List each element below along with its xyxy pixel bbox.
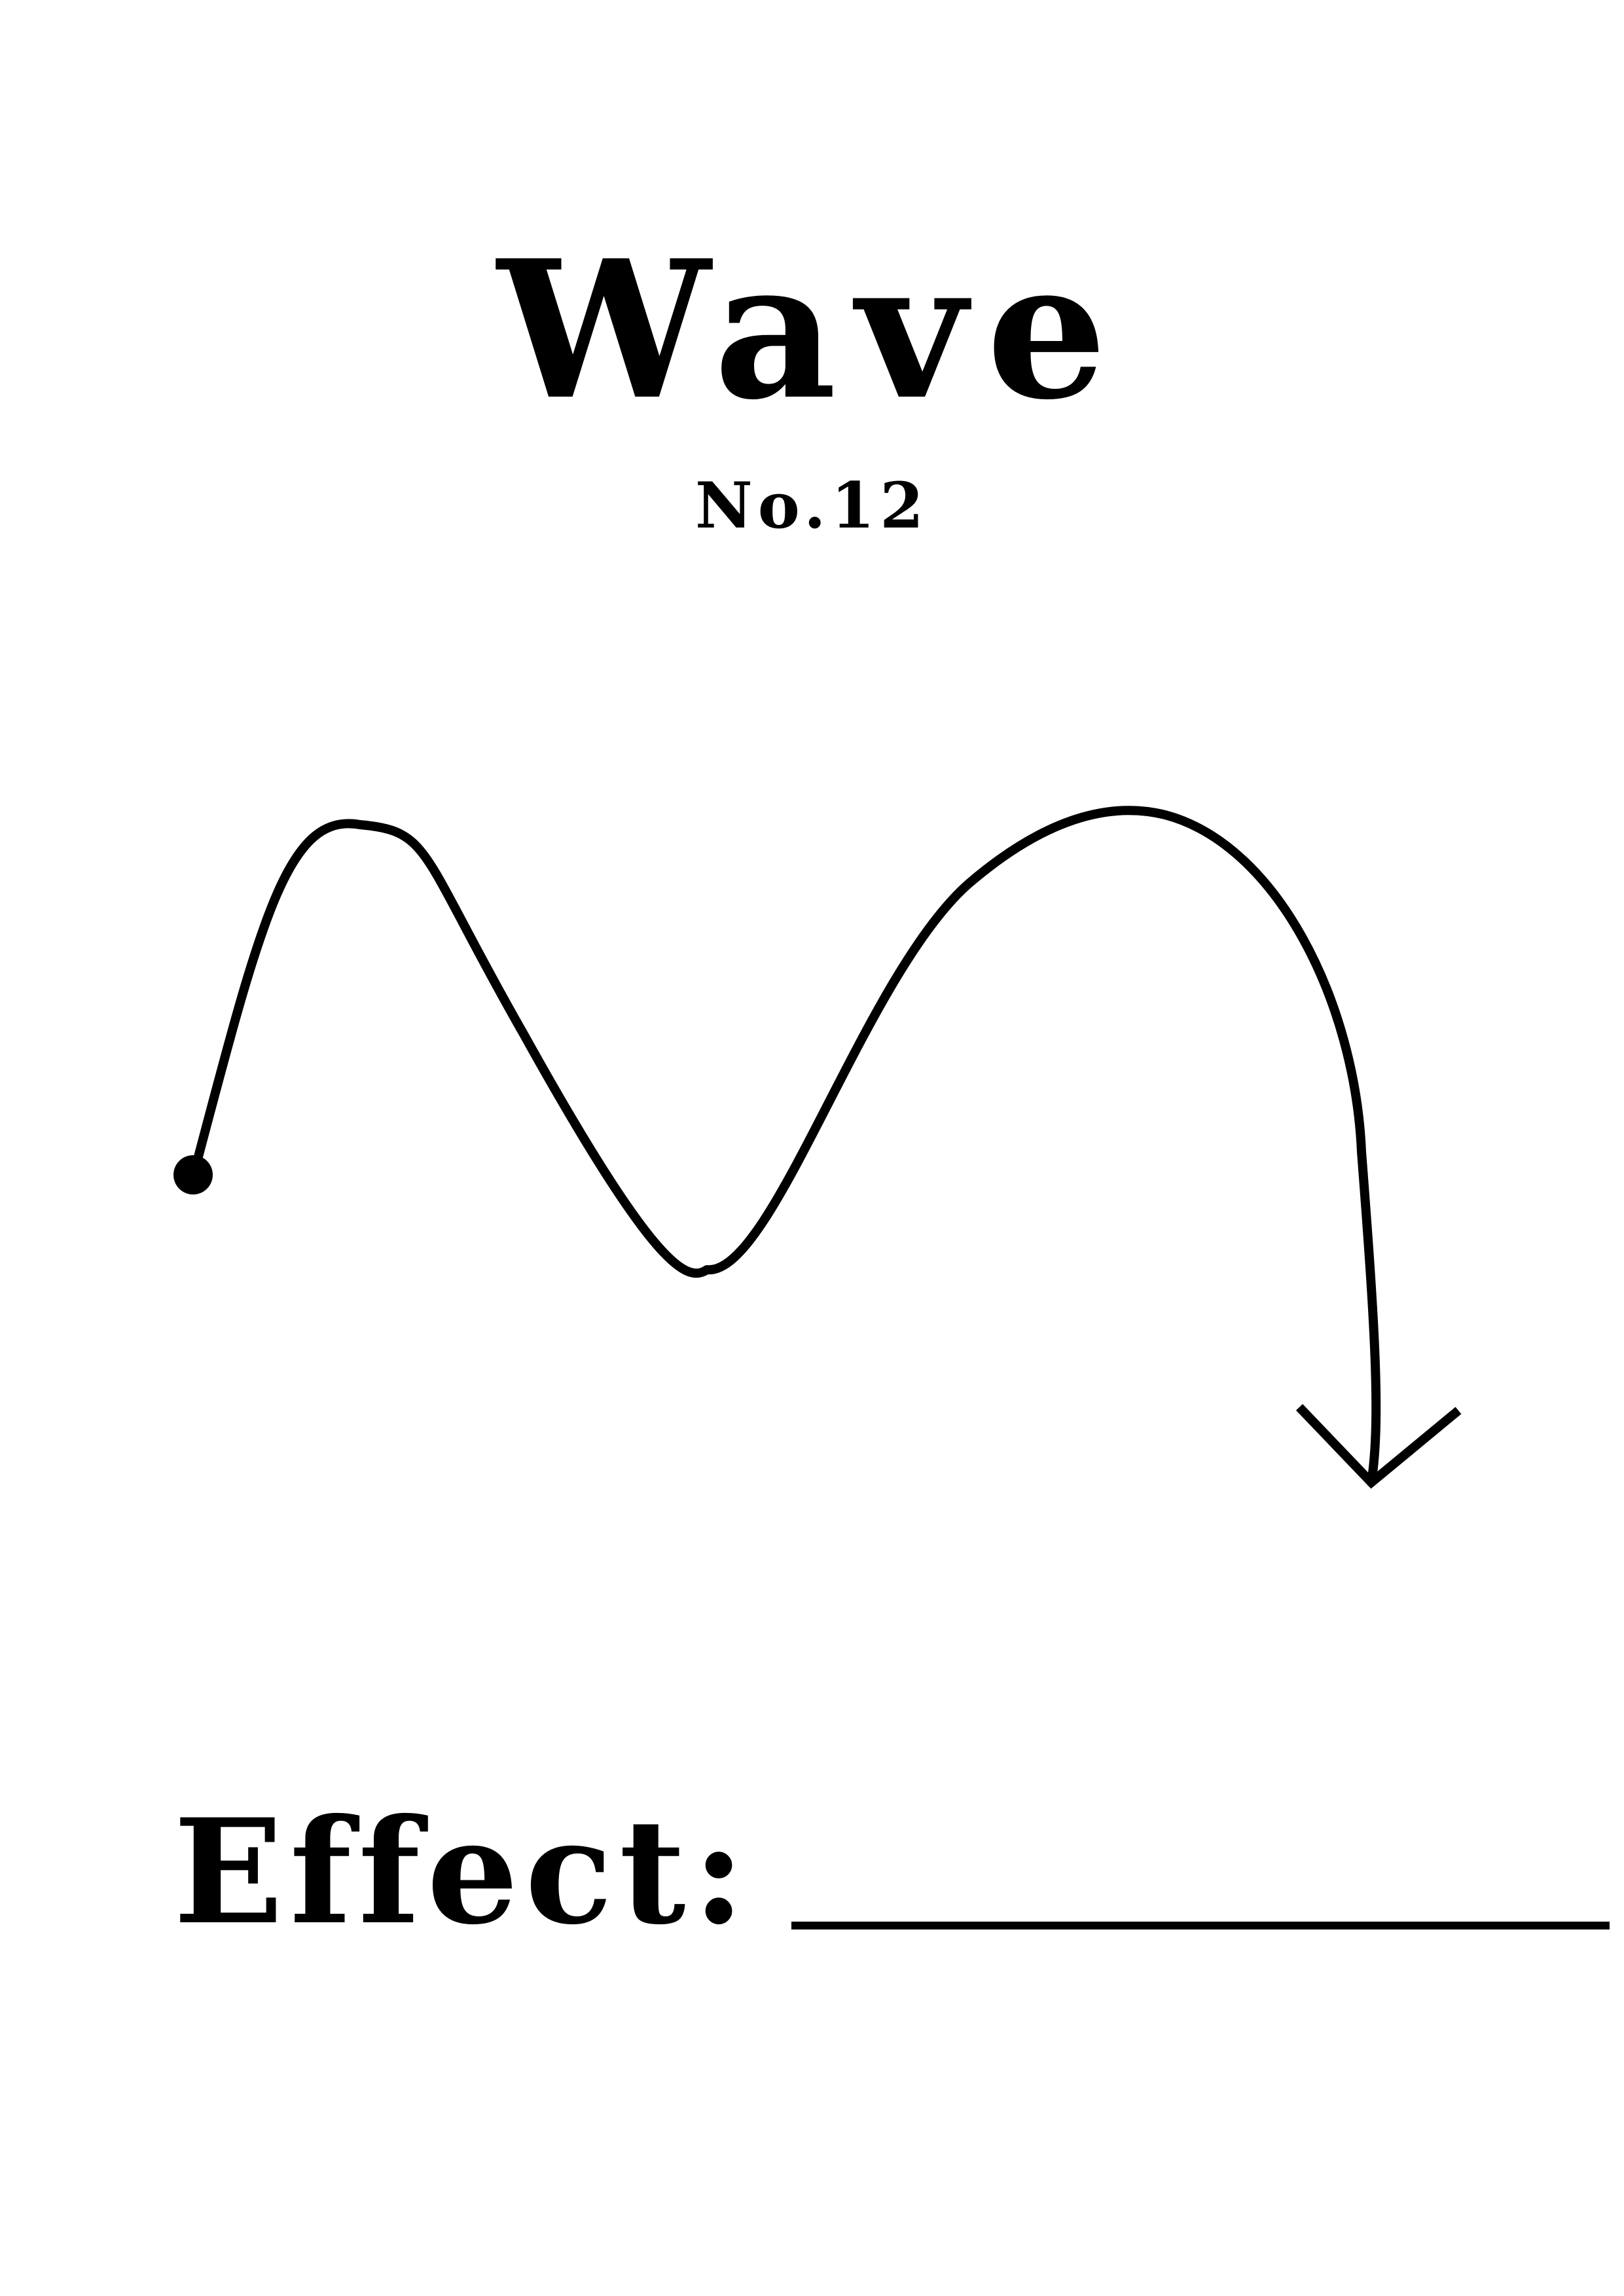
arrowhead-icon xyxy=(1295,1404,1462,1489)
start-dot-icon xyxy=(173,1155,213,1194)
page-number: No.12 xyxy=(695,469,929,543)
effect-label: Effect: xyxy=(173,1787,752,1956)
wave-path xyxy=(190,806,1381,1487)
effect-blank-line xyxy=(791,1922,1610,1929)
effect-row: Effect: xyxy=(173,1800,1610,1944)
page-title: Wave xyxy=(497,219,1127,442)
